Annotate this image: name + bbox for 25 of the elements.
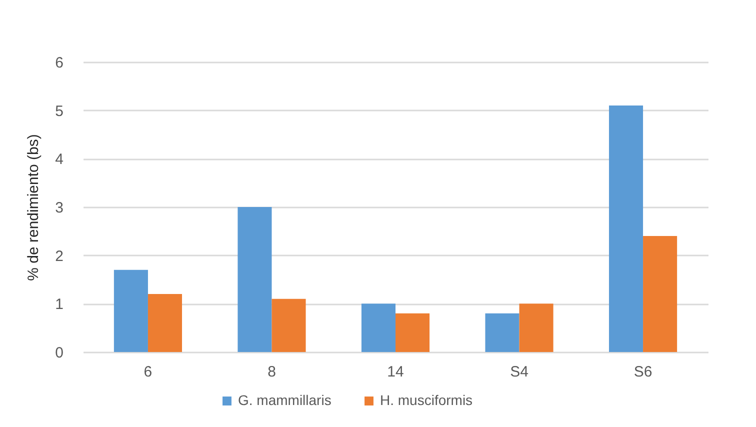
- bar: [519, 304, 554, 352]
- legend-label: G. mammillaris: [238, 392, 332, 408]
- bar: [643, 236, 678, 352]
- y-tick-label: 5: [55, 102, 64, 120]
- y-tick-label: 6: [55, 54, 64, 72]
- bar: [238, 207, 272, 352]
- x-tick-label: 14: [387, 364, 404, 380]
- y-tick-label: 1: [55, 296, 64, 314]
- y-axis-title: % de rendimiento (bs): [25, 134, 42, 281]
- x-tick-label: S6: [634, 364, 652, 380]
- bar: [485, 313, 520, 352]
- x-tick-label: 8: [268, 364, 276, 380]
- bar: [148, 294, 182, 352]
- y-tick-label: 2: [55, 248, 64, 265]
- bar: [272, 298, 306, 352]
- y-tick-label: 0: [55, 344, 64, 362]
- bar: [608, 106, 644, 352]
- y-tick-label: 3: [55, 200, 64, 216]
- x-tick-label: S4: [510, 364, 528, 380]
- bar: [361, 304, 396, 352]
- y-tick-label: 4: [55, 151, 64, 168]
- bar: [114, 270, 148, 352]
- legend-label: H. musciformis: [380, 392, 473, 408]
- bar: [396, 313, 430, 352]
- x-tick-label: 6: [144, 364, 152, 380]
